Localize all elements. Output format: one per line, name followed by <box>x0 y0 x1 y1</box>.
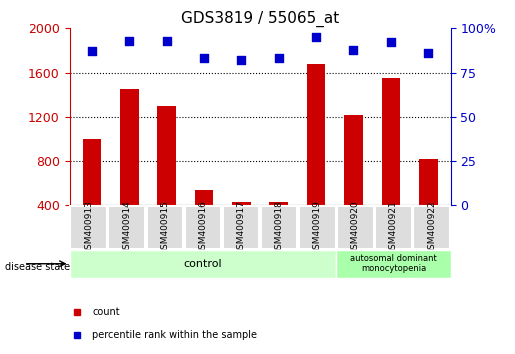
Point <box>200 56 208 61</box>
Bar <box>269 202 288 250</box>
Bar <box>222 206 260 249</box>
Bar <box>261 206 298 249</box>
Bar <box>232 202 251 250</box>
Title: GDS3819 / 55065_at: GDS3819 / 55065_at <box>181 11 339 27</box>
Bar <box>375 206 412 249</box>
Bar <box>307 64 325 250</box>
Bar <box>82 139 101 250</box>
Point <box>274 56 283 61</box>
Bar <box>336 250 451 278</box>
Bar <box>382 78 400 250</box>
Text: disease state: disease state <box>5 262 70 272</box>
Point <box>349 47 357 52</box>
Point <box>312 34 320 40</box>
Text: GSM400916: GSM400916 <box>198 200 208 255</box>
Point <box>387 40 395 45</box>
Text: count: count <box>92 307 120 318</box>
Text: GSM400922: GSM400922 <box>427 200 436 255</box>
Bar <box>157 106 176 250</box>
Text: GSM400913: GSM400913 <box>84 200 93 255</box>
Point <box>424 50 432 56</box>
Text: GSM400918: GSM400918 <box>274 200 284 255</box>
Text: GSM400917: GSM400917 <box>236 200 246 255</box>
Bar <box>413 206 450 249</box>
Text: GSM400919: GSM400919 <box>313 200 322 255</box>
Bar <box>419 159 438 250</box>
Bar <box>299 206 336 249</box>
Bar <box>120 89 139 250</box>
Bar <box>195 190 213 250</box>
Bar <box>337 206 374 249</box>
Text: GSM400920: GSM400920 <box>351 200 360 255</box>
Text: GSM400921: GSM400921 <box>389 200 398 255</box>
Point <box>237 57 246 63</box>
Text: percentile rank within the sample: percentile rank within the sample <box>92 330 258 341</box>
Text: control: control <box>184 259 222 269</box>
Point <box>125 38 133 44</box>
Bar <box>184 206 221 249</box>
Bar <box>70 250 336 278</box>
Point <box>88 48 96 54</box>
Point <box>163 38 171 44</box>
Bar <box>108 206 145 249</box>
Text: GSM400915: GSM400915 <box>160 200 169 255</box>
Bar <box>70 206 107 249</box>
Text: autosomal dominant
monocytopenia: autosomal dominant monocytopenia <box>350 254 437 273</box>
Text: GSM400914: GSM400914 <box>122 200 131 255</box>
Bar <box>146 206 183 249</box>
Bar <box>344 115 363 250</box>
